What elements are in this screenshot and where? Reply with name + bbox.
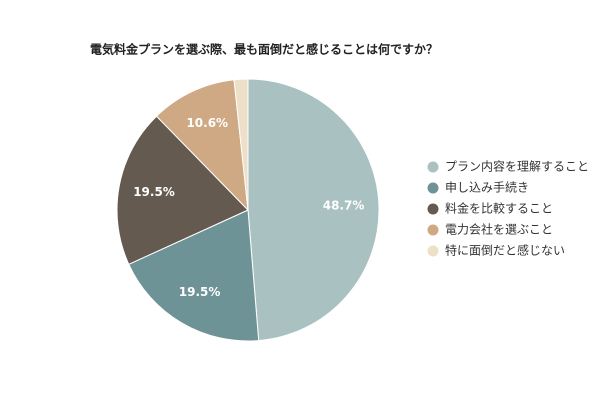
value-label: 19.5% xyxy=(133,185,175,199)
value-label: 19.5% xyxy=(179,285,221,299)
legend-label: 申し込み手続き xyxy=(445,181,529,195)
pie-slice xyxy=(233,78,249,211)
legend-swatch xyxy=(427,245,439,257)
legend-swatch xyxy=(427,203,439,215)
legend-label: プラン内容を理解すること xyxy=(445,159,589,174)
value-label: 48.7% xyxy=(323,199,365,213)
pie-slice xyxy=(116,115,249,265)
chart-title: 電気料金プランを選ぶ際、最も面倒だと感じることは何ですか？ xyxy=(90,42,438,57)
legend-swatch xyxy=(427,224,439,236)
pie-slice xyxy=(247,78,380,342)
legend-swatch xyxy=(427,161,439,173)
pie-slice xyxy=(155,79,249,212)
legend-label: 電力会社を選ぶこと xyxy=(445,222,553,237)
value-label: 10.6% xyxy=(186,116,228,130)
legend-swatch xyxy=(427,182,439,194)
legend-label: 特に面倒だと感じない xyxy=(445,243,565,258)
pie-slice xyxy=(128,209,260,342)
legend-label: 料金を比較すること xyxy=(445,201,553,216)
